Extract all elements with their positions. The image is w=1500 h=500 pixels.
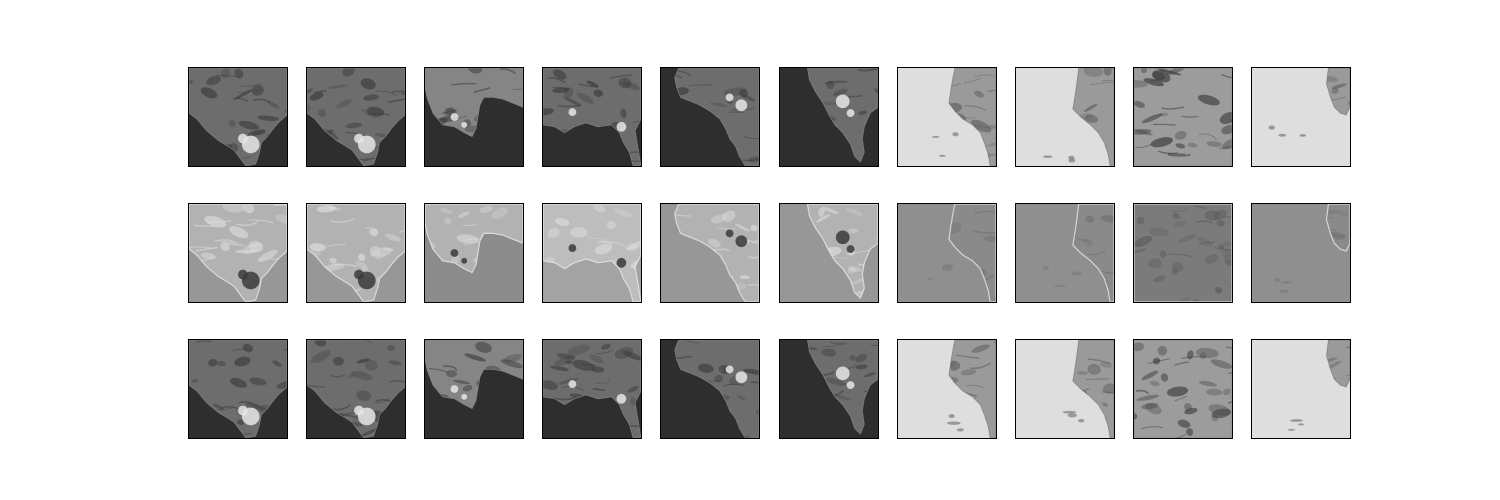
- image-tile-r3-c10: [1251, 339, 1351, 439]
- satellite-image: [780, 68, 878, 166]
- satellite-image: [780, 204, 878, 302]
- image-tile-r2-c3: [424, 203, 524, 303]
- satellite-image: [425, 340, 523, 438]
- satellite-image: [1016, 340, 1114, 438]
- image-tile-r2-c10: [1251, 203, 1351, 303]
- image-tile-r1-c4: [542, 67, 642, 167]
- image-tile-r1-c3: [424, 67, 524, 167]
- satellite-image: [425, 68, 523, 166]
- satellite-image: [1134, 204, 1232, 302]
- image-tile-r3-c8: [1015, 339, 1115, 439]
- satellite-image: [898, 204, 996, 302]
- satellite-image: [307, 340, 405, 438]
- satellite-image: [661, 340, 759, 438]
- satellite-image: [1252, 68, 1350, 166]
- image-tile-r3-c9: [1133, 339, 1233, 439]
- satellite-image: [1252, 340, 1350, 438]
- satellite-image: [543, 204, 641, 302]
- satellite-image: [425, 204, 523, 302]
- image-tile-r1-c5: [660, 67, 760, 167]
- image-tile-r2-c2: [306, 203, 406, 303]
- image-tile-r3-c6: [779, 339, 879, 439]
- image-tile-r2-c7: [897, 203, 997, 303]
- image-tile-r1-c2: [306, 67, 406, 167]
- satellite-image: [1016, 204, 1114, 302]
- image-tile-r1-c10: [1251, 67, 1351, 167]
- image-tile-r1-c8: [1015, 67, 1115, 167]
- satellite-image: [780, 340, 878, 438]
- image-tile-r2-c6: [779, 203, 879, 303]
- satellite-image: [189, 68, 287, 166]
- satellite-image: [307, 68, 405, 166]
- satellite-image: [543, 340, 641, 438]
- image-tile-r3-c5: [660, 339, 760, 439]
- satellite-image: [543, 68, 641, 166]
- image-tile-r3-c4: [542, 339, 642, 439]
- image-tile-r3-c2: [306, 339, 406, 439]
- image-tile-r3-c7: [897, 339, 997, 439]
- image-tile-r2-c5: [660, 203, 760, 303]
- image-tile-r2-c1: [188, 203, 288, 303]
- image-tile-r3-c3: [424, 339, 524, 439]
- satellite-image: [1134, 68, 1232, 166]
- image-tile-r3-c1: [188, 339, 288, 439]
- satellite-image: [1134, 340, 1232, 438]
- image-tile-r1-c9: [1133, 67, 1233, 167]
- image-tile-r2-c4: [542, 203, 642, 303]
- satellite-image: [661, 68, 759, 166]
- satellite-image: [189, 340, 287, 438]
- satellite-image: [1252, 204, 1350, 302]
- image-tile-r2-c8: [1015, 203, 1115, 303]
- image-tile-r1-c7: [897, 67, 997, 167]
- satellite-image: [1016, 68, 1114, 166]
- satellite-image: [898, 340, 996, 438]
- image-tile-r1-c6: [779, 67, 879, 167]
- image-tile-r2-c9: [1133, 203, 1233, 303]
- satellite-image: [898, 68, 996, 166]
- satellite-image: [189, 204, 287, 302]
- satellite-image: [661, 204, 759, 302]
- satellite-image: [307, 204, 405, 302]
- image-tile-r1-c1: [188, 67, 288, 167]
